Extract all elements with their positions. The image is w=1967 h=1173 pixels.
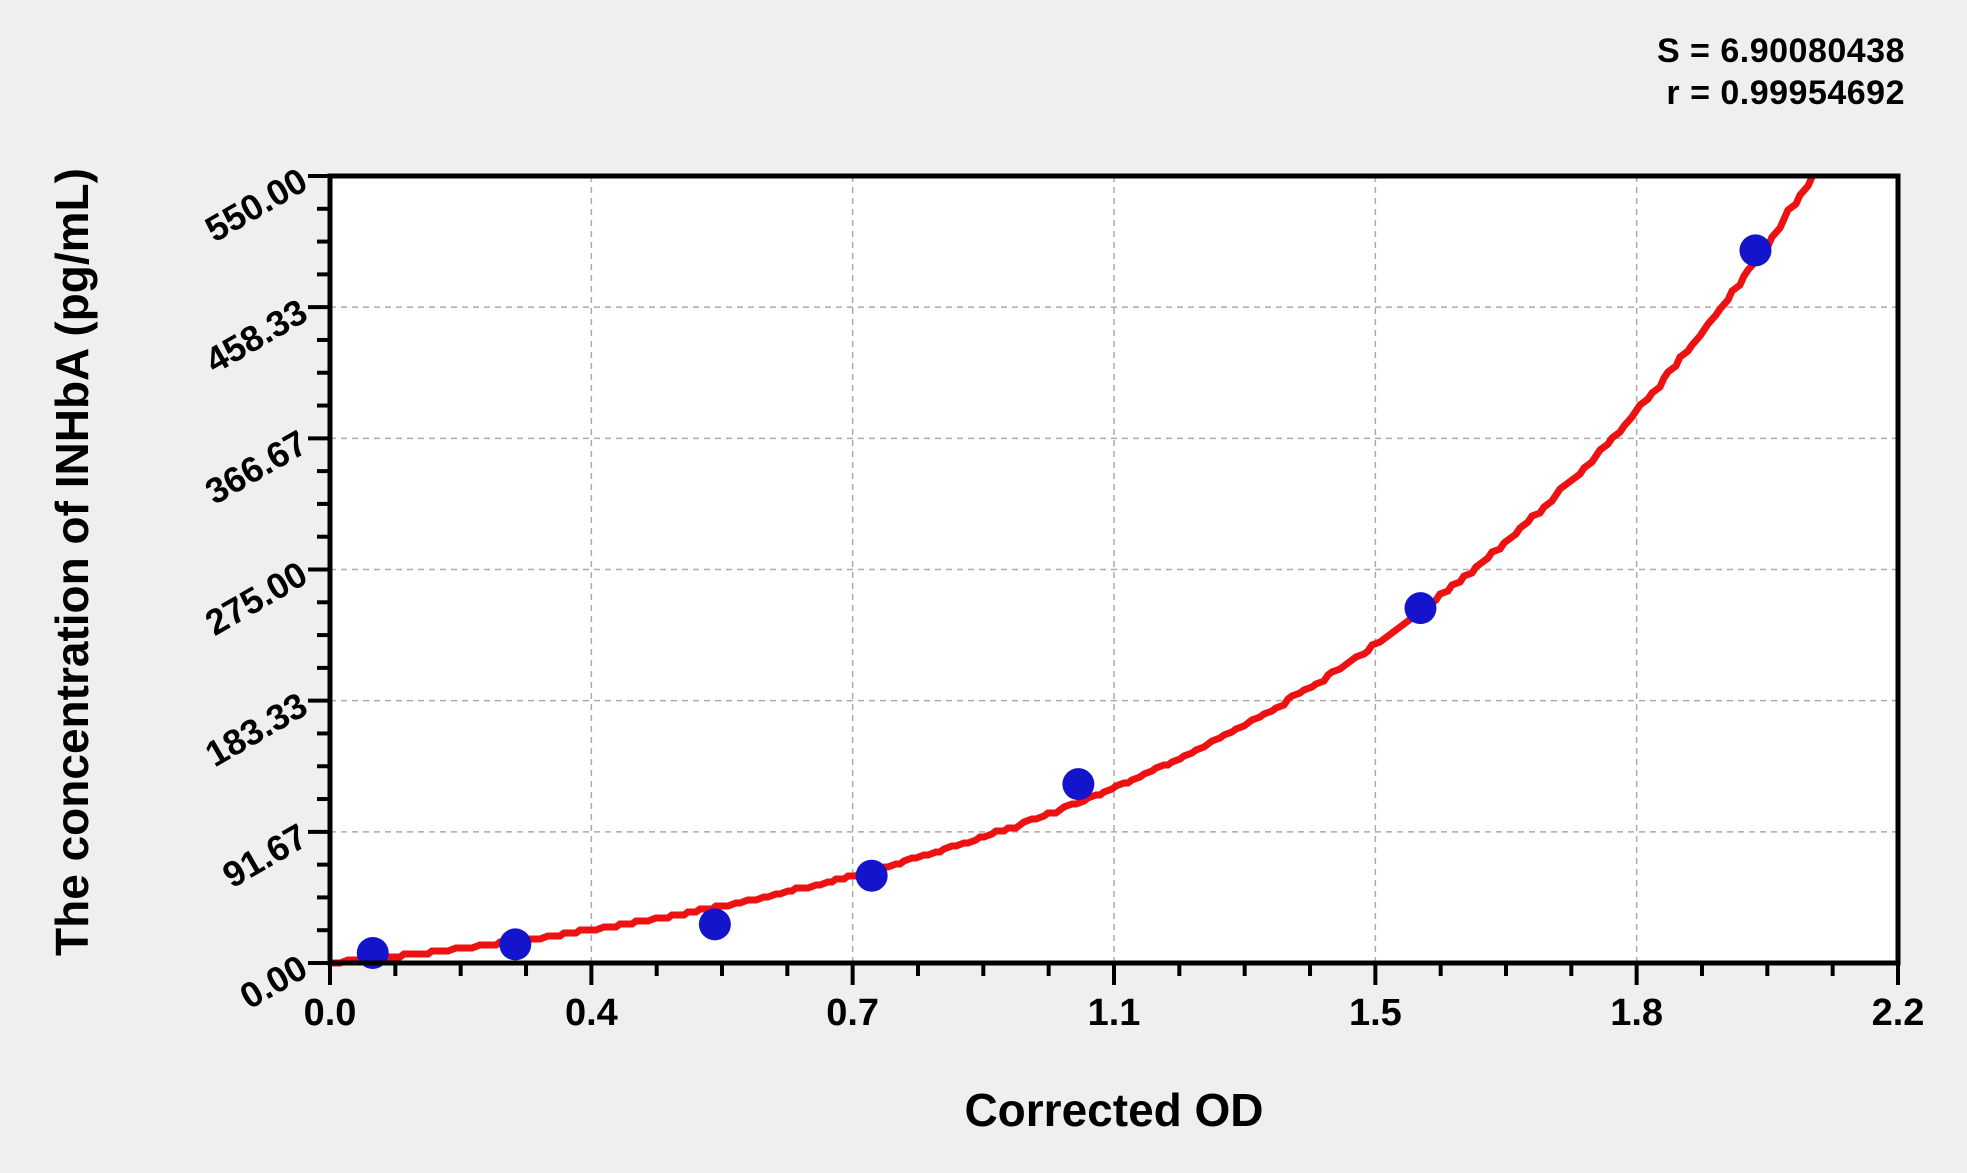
y-tick-label: 366.67 bbox=[198, 422, 314, 513]
y-axis-title: The concentration of INHbA (pg/mL) bbox=[46, 168, 98, 956]
x-tick-label: 1.1 bbox=[1088, 992, 1141, 1034]
y-tick-label: 183.33 bbox=[198, 684, 314, 775]
x-tick-label: 1.5 bbox=[1349, 992, 1402, 1034]
x-tick-label: 0.4 bbox=[565, 992, 618, 1034]
data-point bbox=[1739, 234, 1772, 267]
y-tick-label: 0.00 bbox=[233, 946, 314, 1017]
fit-statistics: S = 6.90080438 r = 0.99954692 bbox=[1657, 30, 1905, 114]
x-tick-label: 0.0 bbox=[304, 992, 357, 1034]
r-value-label: r = 0.99954692 bbox=[1666, 74, 1905, 112]
data-point bbox=[1404, 592, 1437, 625]
s-value-label: S = 6.90080438 bbox=[1656, 32, 1905, 70]
x-axis-title: Corrected OD bbox=[964, 1084, 1264, 1136]
y-tick-label: 550.00 bbox=[198, 159, 314, 250]
x-tick-label: 0.7 bbox=[826, 992, 879, 1034]
data-point bbox=[499, 928, 532, 961]
data-point bbox=[855, 859, 888, 892]
x-tick-label: 1.8 bbox=[1610, 992, 1663, 1034]
y-tick-label: 91.67 bbox=[215, 815, 314, 896]
data-point bbox=[698, 908, 731, 941]
fit-curve bbox=[332, 175, 1816, 967]
data-point bbox=[1062, 768, 1095, 801]
y-tick-label: 275.00 bbox=[198, 553, 314, 644]
y-tick-label: 458.33 bbox=[198, 291, 314, 382]
x-tick-label: 2.2 bbox=[1872, 992, 1925, 1034]
